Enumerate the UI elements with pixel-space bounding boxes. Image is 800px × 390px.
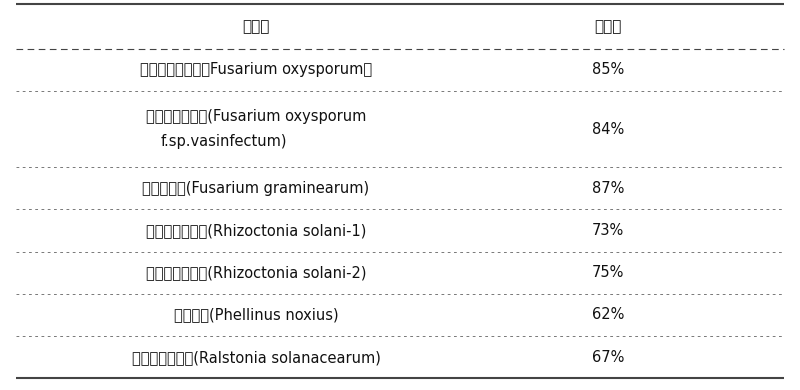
Text: 黄瓜尖孢镰刀菌（Fusarium oxysporum）: 黄瓜尖孢镰刀菌（Fusarium oxysporum） [140, 62, 372, 77]
Text: 抑制率: 抑制率 [594, 19, 622, 34]
Text: 87%: 87% [592, 181, 624, 196]
Text: 禾谷镰孢菌(Fusarium graminearum): 禾谷镰孢菌(Fusarium graminearum) [142, 181, 370, 196]
Text: 73%: 73% [592, 223, 624, 238]
Text: 84%: 84% [592, 122, 624, 136]
Text: 茄青枯拉尔氏菌(Ralstonia solanacearum): 茄青枯拉尔氏菌(Ralstonia solanacearum) [131, 350, 381, 365]
Text: f.sp.vasinfectum): f.sp.vasinfectum) [161, 134, 287, 149]
Text: 67%: 67% [592, 350, 624, 365]
Text: 62%: 62% [592, 307, 624, 323]
Text: 棉花尖孢镰刀菌(Fusarium oxysporum: 棉花尖孢镰刀菌(Fusarium oxysporum [146, 109, 366, 124]
Text: 棉田立枯丝核菌(Rhizoctonia solani-2): 棉田立枯丝核菌(Rhizoctonia solani-2) [146, 265, 366, 280]
Text: 85%: 85% [592, 62, 624, 77]
Text: 75%: 75% [592, 265, 624, 280]
Text: 黄瓜立枯丝核菌(Rhizoctonia solani-1): 黄瓜立枯丝核菌(Rhizoctonia solani-1) [146, 223, 366, 238]
Text: 指示菌: 指示菌 [242, 19, 270, 34]
Text: 褐根病菌(Phellinus noxius): 褐根病菌(Phellinus noxius) [174, 307, 338, 323]
